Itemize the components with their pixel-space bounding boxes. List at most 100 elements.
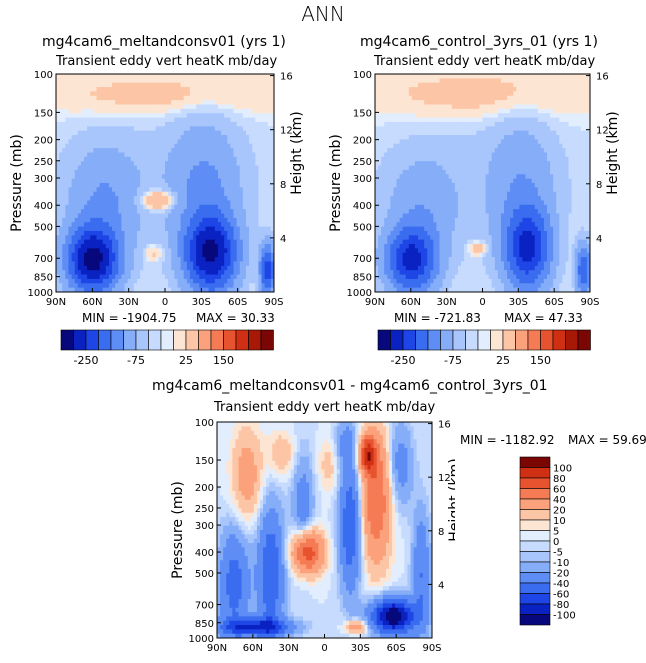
p2-cell <box>384 78 388 84</box>
p1-cell <box>224 121 228 127</box>
p2-cell <box>574 117 579 123</box>
p2-cell <box>507 104 511 110</box>
p1-cell <box>255 191 259 197</box>
p1-cell <box>189 248 194 254</box>
p1-cell <box>264 283 269 289</box>
p1-cell <box>112 200 116 206</box>
p1-cell <box>65 278 69 284</box>
p1-cell <box>62 156 66 162</box>
p1-cell <box>171 274 175 280</box>
p1-cell <box>186 108 191 114</box>
p1-cell <box>133 161 138 166</box>
p1-cell <box>118 209 122 214</box>
p1-cell <box>214 104 219 110</box>
p1-cell <box>105 113 110 118</box>
p2-cell <box>442 148 447 153</box>
p2-cell <box>378 91 382 97</box>
p2-cell <box>534 113 539 118</box>
p1-cell <box>68 183 72 188</box>
p2-cell <box>507 135 511 140</box>
p1-cell <box>227 130 231 136</box>
p1-cell <box>121 165 125 171</box>
p1-cell <box>239 91 244 97</box>
p1-cell <box>133 261 138 267</box>
p1-cell <box>118 113 122 118</box>
p2-cell <box>473 82 477 88</box>
p2-cell <box>522 91 526 97</box>
p1-cell <box>130 183 135 188</box>
p2-cell <box>436 78 440 84</box>
p2-cell <box>500 95 505 101</box>
p1-cell <box>59 156 63 162</box>
p1-cell <box>108 217 113 223</box>
p1-cell <box>102 156 107 162</box>
p1-cell <box>165 183 169 188</box>
p1-cell <box>62 283 66 289</box>
p2-cell <box>556 156 560 162</box>
p2-cell <box>553 148 557 153</box>
p2-cell <box>547 82 551 88</box>
p1-cell <box>208 204 213 210</box>
p1-cell <box>227 222 231 227</box>
p1-colorbar-label: -250 <box>74 354 99 367</box>
p2-cell <box>571 104 576 110</box>
p1-cell <box>224 265 228 271</box>
p1-cell <box>130 161 135 166</box>
p1-cell <box>233 156 238 162</box>
p1-cell <box>146 261 150 267</box>
p1-cell <box>62 200 66 206</box>
p1-cell <box>77 226 82 232</box>
p2-cell <box>414 82 419 88</box>
p1-cell <box>211 257 216 262</box>
p1-cell <box>180 178 185 184</box>
p1-cell <box>270 74 275 79</box>
p1-cell <box>161 257 166 262</box>
p1-cell <box>59 209 63 214</box>
p1-cell <box>165 108 169 114</box>
p1-cell <box>84 283 88 289</box>
p1-cell <box>196 161 200 166</box>
p1-cell <box>87 235 91 241</box>
p1-cell <box>161 183 166 188</box>
p2-cell <box>485 100 490 105</box>
p1-cell <box>140 126 144 132</box>
p1-cell <box>133 135 138 140</box>
p2-cell <box>568 91 572 97</box>
p2-cell <box>577 143 582 149</box>
p1-cell <box>168 135 172 140</box>
p1-cell <box>56 74 60 79</box>
p1-cell <box>224 174 228 180</box>
p1-cell <box>233 222 238 227</box>
p1-cell <box>158 239 163 245</box>
p1-cell <box>68 283 72 289</box>
p1-cell <box>174 200 178 206</box>
p1-cell <box>211 270 216 275</box>
p1-cell <box>183 152 188 158</box>
p2-cell <box>540 100 545 105</box>
p1-cell <box>202 261 206 267</box>
p1-cell <box>59 187 63 193</box>
p1-cell <box>96 108 100 114</box>
p1-cell <box>264 217 269 223</box>
p1-cell <box>84 121 88 127</box>
p1-cell <box>249 200 253 206</box>
p1-cell <box>236 113 241 118</box>
p1-cell <box>121 213 125 219</box>
p1-cell <box>62 278 66 284</box>
p1-cell <box>56 161 60 166</box>
p1-cell <box>59 117 63 123</box>
p1-cell <box>152 278 157 284</box>
p1-cell <box>71 78 76 84</box>
p1-cell <box>62 239 66 245</box>
p1-cell <box>71 143 76 149</box>
p1-cell <box>202 248 206 254</box>
p1-cell <box>146 113 150 118</box>
p1-cell <box>245 121 250 127</box>
p2-cell <box>540 108 545 114</box>
p1-cell <box>77 100 82 105</box>
p1-cell <box>252 169 256 175</box>
p1-cell <box>152 130 157 136</box>
p2-cell <box>479 130 483 136</box>
p1-cell <box>177 196 181 201</box>
p1-cell <box>270 274 275 280</box>
